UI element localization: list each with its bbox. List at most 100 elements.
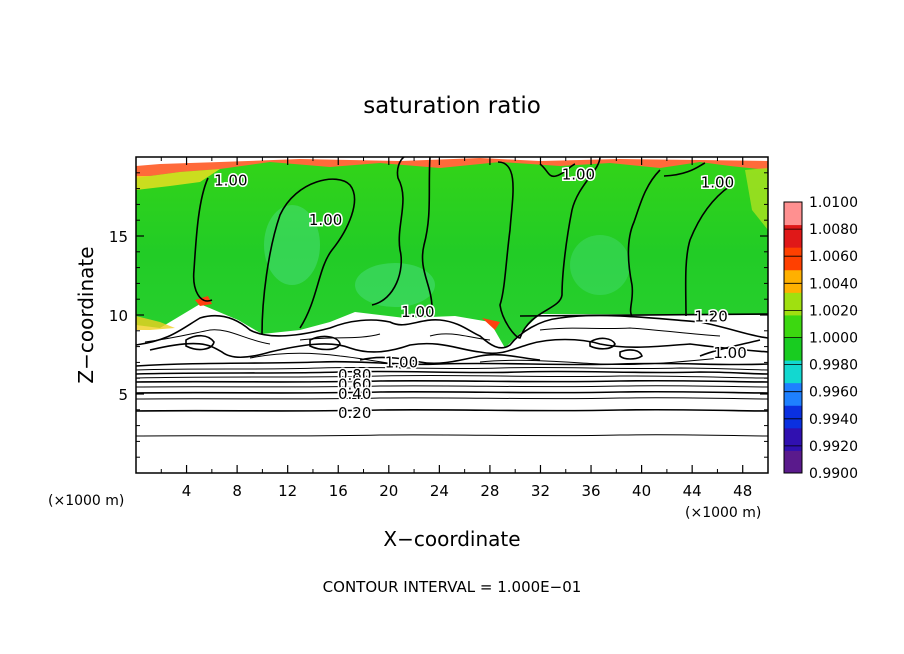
contour-line: [699, 339, 761, 357]
x-tick-label: 28: [480, 482, 499, 500]
contour-label: 1.20: [694, 308, 727, 326]
colorbar-swatch: [784, 360, 802, 384]
y-axis-units: (×1000 m): [48, 493, 124, 509]
contour-label: 1.00: [214, 172, 247, 190]
contour-line: [589, 337, 616, 350]
colorbar-swatch: [784, 427, 802, 451]
x-tick-label: 32: [531, 482, 550, 500]
contour-label: 1.00: [385, 353, 418, 371]
colorbar-swatch: [784, 247, 802, 271]
right-edge-band: [745, 168, 768, 230]
colorbar-label: 1.0060: [809, 249, 858, 265]
contour-line: [359, 353, 541, 365]
colorbar-label: 0.9940: [809, 412, 858, 428]
colorbar-label: 1.0080: [809, 222, 858, 238]
contour-line: [136, 397, 768, 400]
y-tick-label: 5: [118, 386, 128, 404]
contour-line: [497, 157, 601, 339]
contour-line: [144, 327, 721, 345]
y-axis-ticks: 5 10 15: [109, 172, 768, 458]
contour-line: [519, 313, 768, 317]
colorbar-label: 0.9980: [809, 358, 858, 374]
contour-label: 1.00: [562, 165, 595, 183]
contour-line: [136, 366, 768, 371]
contour-label: 0.20: [338, 404, 371, 422]
contour-line: [185, 334, 215, 351]
contour-line: [261, 178, 356, 335]
contour-lines: [136, 157, 768, 437]
colorbar-label: 1.0020: [809, 303, 858, 319]
colorbar-swatch: [784, 269, 802, 293]
colorbar-swatch: [784, 337, 802, 361]
contour-line: [136, 390, 768, 394]
contour-line: [136, 370, 768, 375]
colorbar-swatch: [784, 202, 802, 226]
top-boundary-band-yellow: [136, 169, 220, 190]
contour-label: 1.00: [309, 211, 342, 229]
colorbar-label: 1.0040: [809, 276, 858, 292]
contour-label: 1.00: [401, 303, 434, 321]
contour-line: [663, 162, 731, 317]
left-edge-band: [136, 316, 175, 330]
contour-label: 0.40: [338, 385, 371, 403]
x-axis-label: X−coordinate: [383, 527, 520, 551]
colorbar-swatch: [784, 405, 802, 429]
subsaturated-patch: [264, 205, 320, 285]
colorbar: 1.0100 1.0080 1.0060 1.0040 1.0020 1.0000 0.99…: [783, 195, 858, 482]
y-axis-label: Z−coordinate: [74, 246, 98, 383]
x-tick-label: 36: [581, 482, 600, 500]
colorbar-label: 0.9920: [809, 439, 858, 455]
contour-label: 1.00: [701, 173, 734, 191]
colorbar-swatch: [784, 382, 802, 406]
contour-line: [136, 314, 768, 349]
contour-line: [136, 379, 768, 383]
colorbar-swatch: [784, 450, 802, 474]
contour-label-layer: 1.00 1.00 1.00 1.00 1.00 1.20 1.00 1.00 0.800.60…: [213, 164, 749, 424]
colorbar-swatch: [784, 314, 802, 338]
x-tick-label: 40: [632, 482, 651, 500]
cloud-edge-hot: [482, 318, 500, 330]
contour-line: [539, 163, 576, 178]
x-tick-label: 8: [232, 482, 242, 500]
contour-label: 0.60: [338, 376, 371, 394]
y-tick-label: 10: [109, 307, 128, 325]
colorbar-swatch: [784, 224, 802, 248]
contour-line: [149, 338, 768, 359]
contour-line: [309, 335, 341, 351]
contour-line: [421, 157, 433, 309]
top-boundary-band: [136, 157, 768, 178]
contour-interval-note: CONTOUR INTERVAL = 1.000E−01: [323, 578, 582, 596]
colorbar-label: 1.0100: [809, 195, 858, 211]
contour-line: [136, 360, 768, 367]
x-axis-ticks: 4 8 12 16 20 24 28 32 36 40 44 48: [160, 157, 752, 500]
contour-label: 0.80: [338, 366, 371, 384]
contour-line: [192, 177, 213, 302]
x-tick-label: 16: [329, 482, 348, 500]
x-tick-label: 48: [733, 482, 752, 500]
contour-line: [136, 408, 768, 412]
x-tick-label: 20: [379, 482, 398, 500]
subsaturated-patch: [570, 235, 630, 295]
colorbar-label: 1.0000: [809, 331, 858, 347]
contour-line: [371, 157, 405, 306]
x-tick-label: 44: [683, 482, 702, 500]
top-boundary-white: [136, 157, 768, 166]
supersaturated-region: [136, 157, 768, 348]
x-tick-label: 24: [430, 482, 449, 500]
contour-line: [619, 349, 643, 360]
chart-title: saturation ratio: [363, 93, 541, 119]
colorbar-label: 0.9900: [809, 466, 858, 482]
contour-label: 1.00: [713, 344, 746, 362]
x-tick-label: 12: [278, 482, 297, 500]
colorbar-swatch: [784, 292, 802, 316]
y-tick-label: 15: [109, 228, 128, 246]
contour-line: [136, 385, 768, 388]
contour-line: [627, 169, 661, 317]
x-tick-label: 4: [182, 482, 192, 500]
contour-line: [136, 374, 768, 379]
colorbar-label: 0.9960: [809, 385, 858, 401]
plot-field: 1.00 1.00 1.00 1.00 1.00 1.20 1.00 1.00 0.800.60…: [136, 157, 768, 473]
x-axis-units: (×1000 m): [685, 505, 761, 521]
contour-line: [136, 434, 768, 437]
